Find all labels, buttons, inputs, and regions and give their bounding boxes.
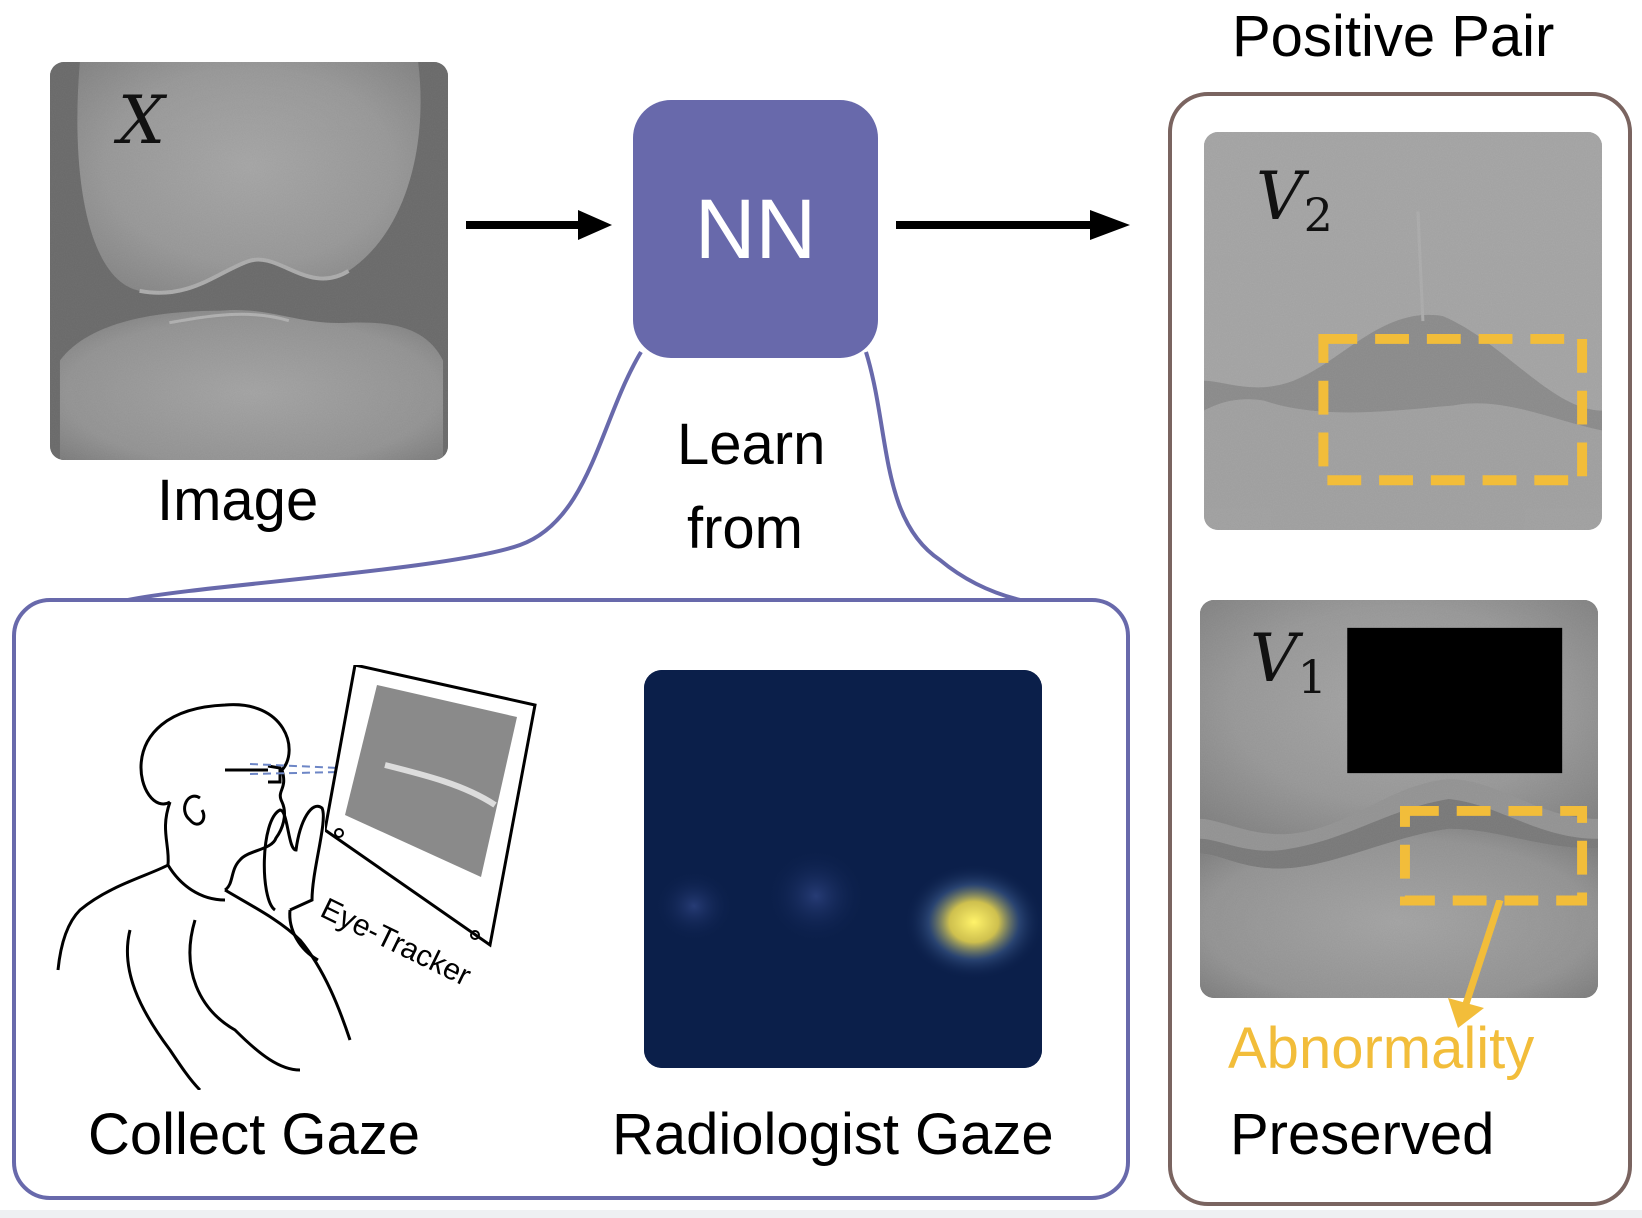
gaze-panel (12, 598, 1130, 1200)
positive-pair-title: Positive Pair (1232, 4, 1555, 69)
learn-caption-line1: Learn (677, 412, 826, 477)
input-symbol: X (118, 82, 165, 159)
gaze-heatmap (644, 670, 1042, 1068)
abnormality-arrow-icon (1448, 900, 1504, 1028)
radiologist-icon (56, 703, 431, 1090)
view1-xray-image (1200, 600, 1598, 998)
view2-symbol: V2 (1256, 158, 1333, 242)
positive-pair-panel (1168, 92, 1632, 1206)
learn-caption-line2: from (687, 496, 803, 561)
abnormality-label: Abnormality (1228, 1016, 1535, 1081)
eye-tracker-monitor-icon (325, 665, 537, 948)
radiologist-gaze-caption: Radiologist Gaze (612, 1102, 1054, 1167)
view2-xray-image (1204, 132, 1602, 530)
input-xray-image (50, 62, 448, 460)
preserved-label: Preserved (1230, 1102, 1495, 1167)
nn-block: NN (633, 100, 878, 358)
arrow-right-icon (466, 210, 612, 240)
arrow-right-icon (896, 210, 1130, 240)
input-caption: Image (157, 468, 319, 533)
nn-label: NN (694, 181, 817, 276)
bottom-strip (0, 1210, 1642, 1218)
collect-gaze-caption: Collect Gaze (88, 1102, 421, 1167)
view1-symbol: V1 (1250, 620, 1327, 704)
